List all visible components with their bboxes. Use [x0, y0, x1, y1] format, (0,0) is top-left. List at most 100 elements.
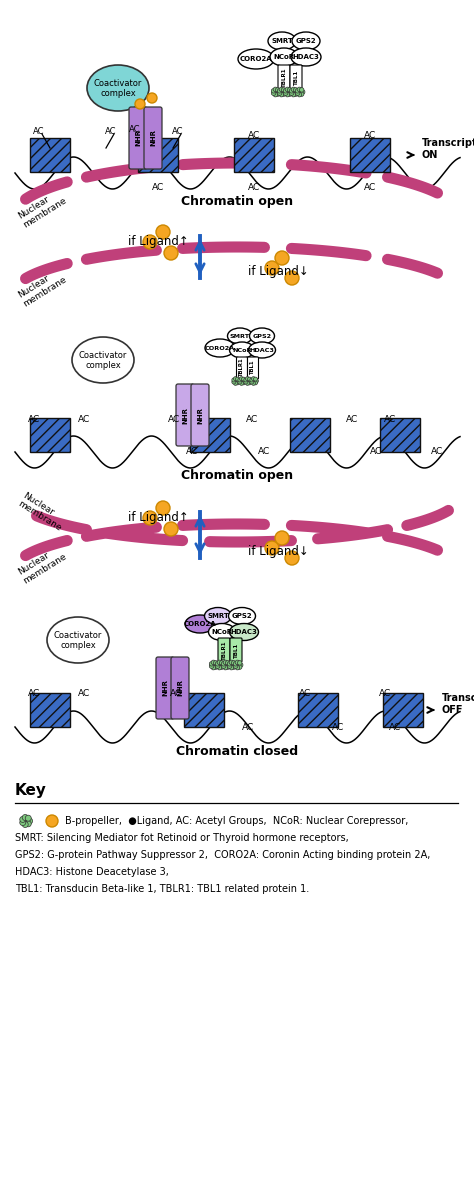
Bar: [138, 138, 178, 172]
Text: AC: AC: [384, 416, 396, 424]
Circle shape: [156, 225, 170, 240]
Circle shape: [244, 378, 248, 381]
Circle shape: [289, 88, 294, 93]
Text: AC: AC: [248, 130, 260, 139]
Circle shape: [241, 377, 246, 381]
Ellipse shape: [87, 66, 149, 111]
Bar: [30, 138, 70, 172]
Circle shape: [213, 660, 218, 665]
Bar: [184, 693, 224, 727]
Circle shape: [238, 380, 242, 384]
FancyBboxPatch shape: [129, 107, 147, 169]
Circle shape: [276, 89, 281, 94]
Text: AC: AC: [379, 689, 391, 699]
Text: NHR: NHR: [182, 406, 188, 423]
FancyBboxPatch shape: [290, 66, 302, 89]
Text: HDAC3: Histone Deacetylase 3,: HDAC3: Histone Deacetylase 3,: [15, 867, 169, 877]
Circle shape: [135, 99, 145, 108]
Circle shape: [237, 379, 240, 383]
Text: if Ligand↑: if Ligand↑: [128, 236, 189, 248]
Circle shape: [164, 522, 178, 536]
Circle shape: [46, 815, 58, 827]
FancyBboxPatch shape: [278, 66, 290, 89]
Circle shape: [219, 665, 224, 670]
Circle shape: [246, 377, 249, 380]
Circle shape: [248, 379, 252, 383]
Circle shape: [143, 235, 157, 249]
Bar: [383, 693, 423, 727]
Circle shape: [234, 381, 237, 385]
Circle shape: [273, 87, 278, 92]
Circle shape: [285, 93, 290, 97]
Text: AC: AC: [78, 416, 90, 424]
Text: AC: AC: [258, 447, 270, 457]
Circle shape: [277, 88, 282, 93]
Text: if Ligand↑: if Ligand↑: [128, 511, 189, 524]
FancyBboxPatch shape: [237, 356, 247, 379]
Circle shape: [265, 541, 279, 555]
Ellipse shape: [229, 623, 258, 640]
Circle shape: [20, 817, 26, 822]
Ellipse shape: [249, 328, 274, 344]
Circle shape: [291, 93, 296, 97]
Text: AC: AC: [186, 447, 198, 457]
Circle shape: [228, 662, 232, 666]
Text: AC: AC: [28, 416, 40, 424]
Circle shape: [221, 662, 226, 666]
Bar: [380, 418, 420, 452]
Circle shape: [211, 660, 216, 665]
Ellipse shape: [238, 49, 274, 69]
Text: AC: AC: [242, 722, 254, 732]
Circle shape: [231, 660, 236, 665]
Circle shape: [283, 89, 287, 94]
Text: NHR: NHR: [150, 130, 156, 147]
Text: TBL1: TBL1: [234, 642, 238, 658]
Circle shape: [277, 91, 282, 95]
Circle shape: [223, 665, 228, 670]
Bar: [190, 418, 230, 452]
Circle shape: [275, 252, 289, 265]
Ellipse shape: [292, 32, 320, 50]
Circle shape: [237, 660, 242, 665]
Circle shape: [300, 92, 304, 97]
Text: HDAC3: HDAC3: [292, 54, 319, 60]
Circle shape: [289, 91, 294, 95]
Ellipse shape: [209, 623, 236, 640]
Ellipse shape: [270, 48, 298, 66]
Bar: [350, 138, 390, 172]
Circle shape: [156, 501, 170, 515]
Circle shape: [244, 380, 248, 384]
Text: AC: AC: [364, 130, 376, 139]
Circle shape: [250, 378, 254, 381]
Circle shape: [210, 664, 214, 669]
Circle shape: [293, 88, 298, 92]
FancyBboxPatch shape: [218, 638, 230, 662]
FancyBboxPatch shape: [144, 107, 162, 169]
Circle shape: [229, 660, 234, 665]
Text: TBLR1: TBLR1: [221, 640, 227, 659]
Text: Nuclear
membrane: Nuclear membrane: [16, 266, 68, 309]
Circle shape: [297, 93, 301, 97]
Circle shape: [22, 821, 28, 827]
Circle shape: [217, 665, 222, 670]
Circle shape: [238, 663, 243, 668]
Circle shape: [234, 377, 237, 380]
Text: Transcription
OFF: Transcription OFF: [442, 694, 474, 715]
Circle shape: [285, 551, 299, 565]
Text: AC: AC: [33, 126, 45, 136]
Text: Transcription
ON: Transcription ON: [422, 138, 474, 160]
Text: NCoR: NCoR: [232, 348, 252, 353]
Circle shape: [20, 820, 26, 826]
Text: TBL1: Transducin Beta-like 1, TBLR1: TBL1 related protein 1.: TBL1: Transducin Beta-like 1, TBLR1: TBL…: [15, 884, 309, 894]
Circle shape: [220, 663, 225, 668]
Text: Chromatin open: Chromatin open: [181, 195, 293, 207]
Text: CORO2A: CORO2A: [184, 621, 216, 627]
Circle shape: [275, 530, 289, 545]
Circle shape: [231, 665, 236, 670]
Text: if Ligand↓: if Ligand↓: [248, 266, 309, 279]
Text: AC: AC: [248, 184, 260, 192]
Text: Coactivator: Coactivator: [54, 632, 102, 640]
Circle shape: [300, 88, 304, 92]
Circle shape: [285, 87, 290, 92]
Text: CORO2A: CORO2A: [205, 346, 235, 350]
